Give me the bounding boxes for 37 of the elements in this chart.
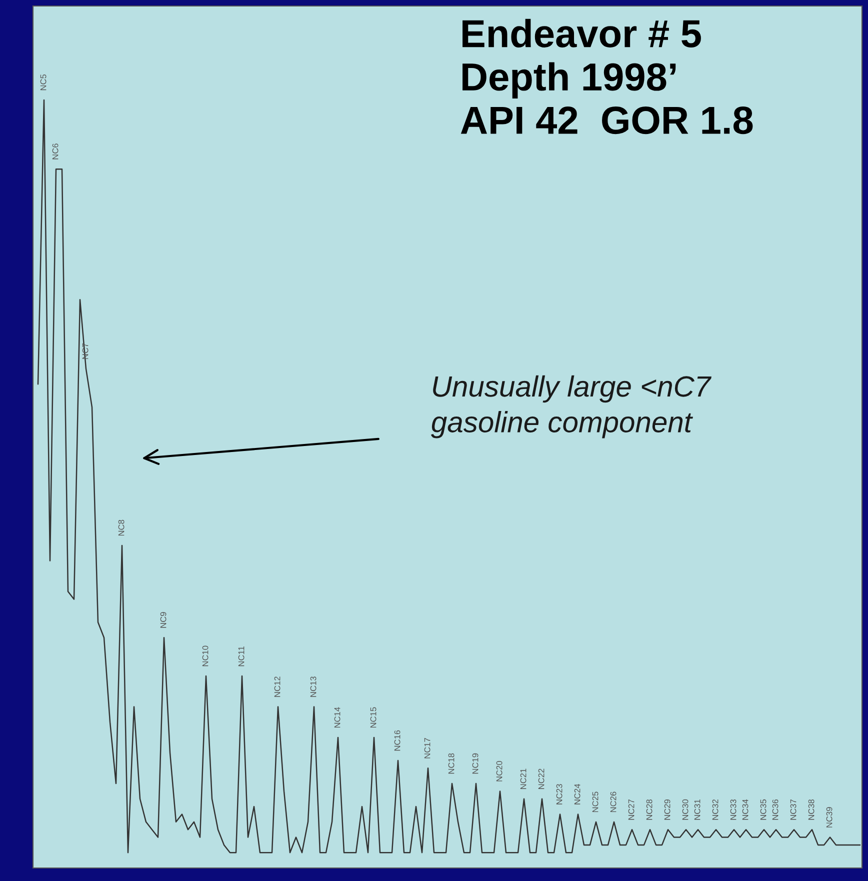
x-tick-label: NC39 <box>826 807 832 828</box>
x-tick-label: NC19 <box>472 753 478 774</box>
x-tick-label: NC35 <box>760 799 766 820</box>
x-tick-label: NC32 <box>712 799 718 820</box>
chart-title: Endeavor # 5 Depth 1998’ API 42 GOR 1.8 <box>460 18 753 134</box>
x-tick-label: NC25 <box>592 792 598 812</box>
x-tick-label: NC8 <box>118 520 124 536</box>
x-tick-label: NC24 <box>574 784 580 804</box>
x-tick-label: NC34 <box>742 799 748 820</box>
annotation: Unusually large <nC7 gasoline component <box>430 375 712 438</box>
x-tick-label: NC38 <box>808 799 814 820</box>
x-tick-label: NC36 <box>772 799 778 820</box>
x-tick-label: NC28 <box>646 799 652 820</box>
x-tick-label: NC26 <box>610 792 616 812</box>
x-tick-label: NC18 <box>448 753 454 774</box>
x-tick-label: NC13 <box>310 676 316 697</box>
x-tick-label: NC12 <box>274 676 280 697</box>
x-tick-label: NC9 <box>160 612 166 628</box>
x-tick-label: NC16 <box>394 730 400 751</box>
x-tick-label: NC14 <box>334 707 340 728</box>
x-tick-label: NC5 <box>40 74 46 90</box>
x-tick-label: NC6 <box>52 144 58 160</box>
x-tick-label: NC17 <box>424 738 430 758</box>
x-tick-label: NC31 <box>694 799 700 820</box>
x-tick-label: NC22 <box>538 768 544 789</box>
x-tick-label: NC29 <box>664 799 670 820</box>
x-tick-label: NC11 <box>238 646 244 666</box>
x-tick-label: NC21 <box>520 768 526 789</box>
x-tick-label: NC27 <box>628 799 634 820</box>
x-tick-label: NC10 <box>202 646 208 666</box>
x-tick-label: NC7 <box>82 343 88 359</box>
x-tick-label: NC15 <box>370 707 376 728</box>
x-tick-label: NC23 <box>556 784 562 804</box>
x-tick-label: NC30 <box>682 799 688 820</box>
x-tick-label: NC33 <box>730 799 736 820</box>
x-tick-label: NC37 <box>790 799 796 820</box>
x-tick-label: NC20 <box>496 761 502 782</box>
